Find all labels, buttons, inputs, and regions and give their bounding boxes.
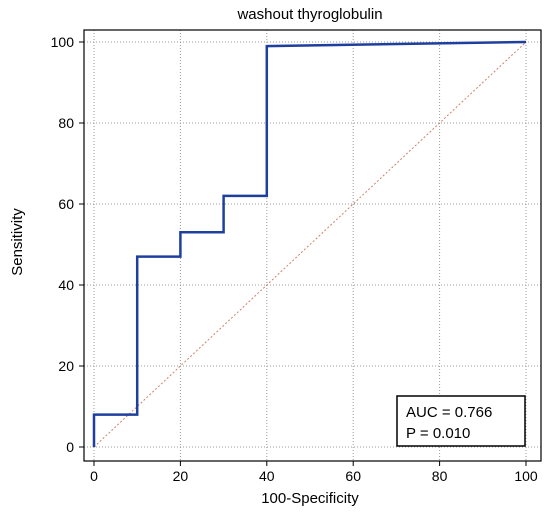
y-tick-label: 40 — [58, 277, 74, 293]
x-tick-label: 40 — [259, 468, 275, 484]
stats-box-frame — [396, 395, 526, 447]
y-tick-label: 0 — [66, 439, 74, 455]
grid — [84, 30, 541, 461]
y-tick-label: 20 — [58, 358, 74, 374]
y-tick-label: 80 — [58, 115, 74, 131]
y-tick-label: 100 — [51, 34, 75, 50]
chart-title: washout thyroglobulin — [236, 6, 382, 23]
y-axis-title: Sensitivity — [9, 208, 26, 276]
x-axis-title: 100-Specificity — [261, 490, 359, 507]
auc-text: AUC = 0.766 — [406, 404, 492, 421]
y-tick-label: 60 — [58, 196, 74, 212]
reference-diagonal-line — [93, 41, 527, 448]
p-value-text: P = 0.010 — [406, 425, 470, 442]
series-layer — [92, 40, 527, 448]
axes: 0 20 40 60 80 100 0 20 40 60 80 100 — [51, 34, 538, 484]
x-tick-label: 0 — [90, 468, 98, 484]
plot-area-frame — [83, 29, 542, 462]
x-tick-label: 100 — [514, 468, 538, 484]
roc-curve-line — [92, 40, 527, 447]
x-tick-label: 60 — [345, 468, 361, 484]
x-tick-label: 80 — [432, 468, 448, 484]
x-tick-label: 20 — [173, 468, 189, 484]
stats-box: AUC = 0.766 P = 0.010 — [396, 395, 526, 447]
